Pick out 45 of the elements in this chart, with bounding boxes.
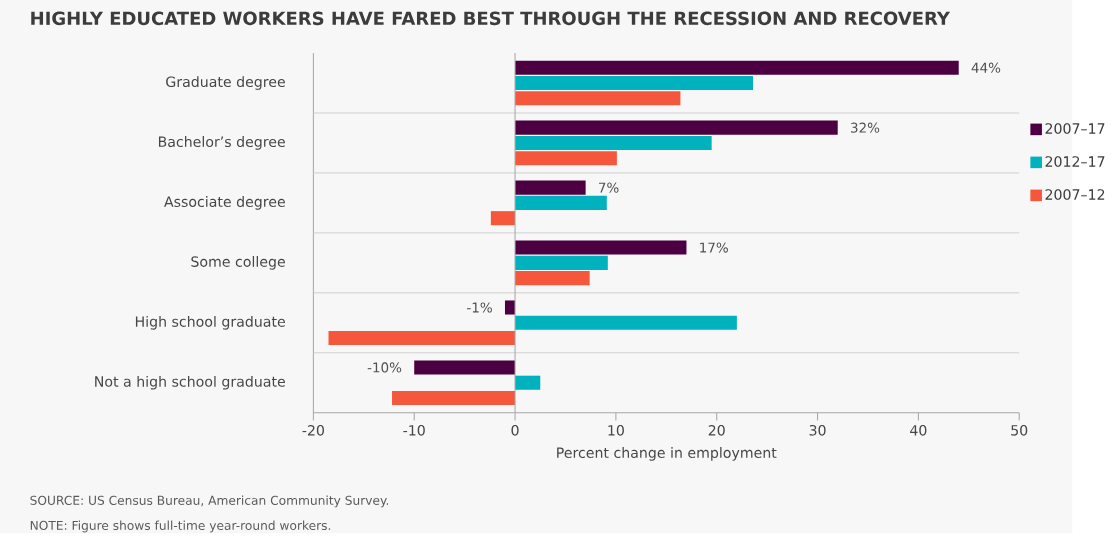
bar	[515, 240, 687, 255]
x-tick-label: 30	[809, 425, 826, 436]
bar	[515, 60, 959, 75]
chart-title: HIGHLY EDUCATED WORKERS HAVE FARED BEST THROUGH THE RECESSION AND RECOVERY	[31, 11, 951, 26]
bar	[515, 136, 712, 151]
legend-label: 2007–17	[1045, 123, 1105, 135]
bar	[504, 300, 516, 315]
bar	[515, 255, 608, 271]
y-tick-label: High school graduate	[135, 316, 285, 330]
bar	[515, 76, 754, 91]
x-tick-label: 10	[608, 425, 624, 436]
data-label: -1%	[467, 302, 492, 313]
bar	[515, 196, 607, 211]
x-tick-label: -20	[302, 425, 324, 436]
y-tick-label: Some college	[191, 256, 285, 270]
text: NOTE: Figure shows full-time year-round workers.	[30, 520, 331, 533]
x-tick-label: -10	[403, 425, 425, 436]
x-tick-label: 0	[511, 425, 519, 436]
data-label: 32%	[850, 122, 880, 133]
bar	[515, 120, 838, 135]
bar	[515, 91, 681, 106]
data-label: 44%	[971, 62, 1001, 73]
y-tick-label: Not a high school graduate	[95, 376, 285, 390]
data-label: -10%	[367, 362, 402, 373]
bar	[515, 315, 737, 330]
data-label: 17%	[700, 242, 728, 253]
x-tick-label: 40	[910, 425, 927, 436]
x-tick-label: 20	[708, 425, 725, 436]
bar	[515, 375, 541, 390]
y-tick-label: Bachelor’s degree	[158, 136, 285, 150]
x-axis-title: Percent change in employment	[557, 447, 777, 461]
bar	[414, 360, 516, 375]
legend-label: 2007–12	[1045, 189, 1105, 201]
data-label: 7%	[598, 182, 619, 193]
y-tick-label: Associate degree	[164, 196, 285, 210]
legend-label: 2012–17	[1045, 156, 1105, 168]
bar	[515, 271, 590, 286]
source-note: SOURCE: US Census Bureau, American Community Survey.	[30, 495, 389, 508]
x-tick-label: 50	[1011, 425, 1028, 436]
bar	[490, 211, 516, 226]
bar	[392, 391, 516, 406]
bar	[328, 331, 516, 346]
bar	[515, 151, 617, 166]
bar	[515, 180, 586, 195]
y-tick-label: Graduate degree	[166, 76, 285, 91]
